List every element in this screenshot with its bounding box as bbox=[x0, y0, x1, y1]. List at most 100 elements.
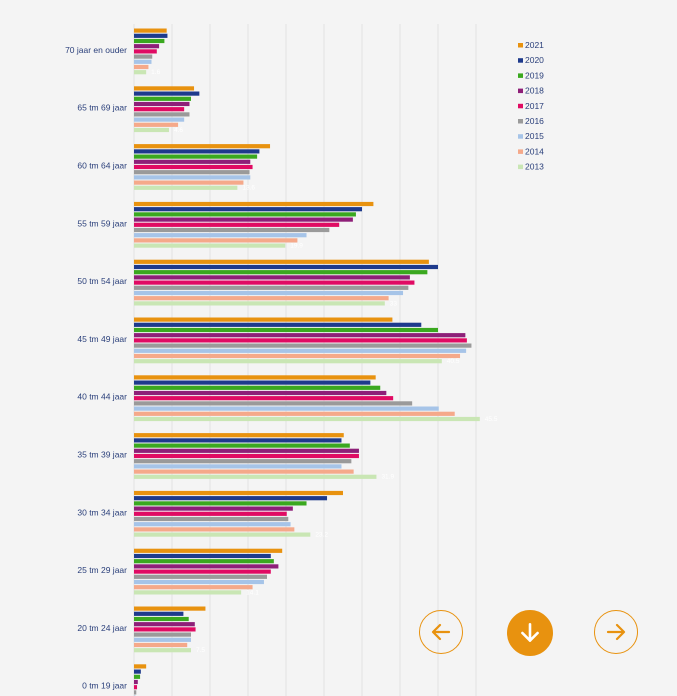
bar-2013[interactable] bbox=[134, 70, 147, 75]
bar-2019[interactable] bbox=[134, 559, 274, 564]
bar-2015[interactable] bbox=[134, 637, 191, 642]
bar-2020[interactable] bbox=[134, 322, 422, 327]
bar-2020[interactable] bbox=[134, 438, 342, 443]
bar-2017[interactable] bbox=[134, 396, 394, 401]
bar-2019[interactable] bbox=[134, 674, 141, 679]
bar-2019[interactable] bbox=[134, 443, 350, 448]
bar-2017[interactable] bbox=[134, 222, 340, 227]
bar-2015[interactable] bbox=[134, 59, 152, 64]
bar-2021[interactable] bbox=[134, 664, 147, 669]
bar-2021[interactable] bbox=[134, 144, 271, 149]
bar-2015[interactable] bbox=[134, 290, 404, 296]
bar-2013[interactable] bbox=[134, 127, 169, 133]
bar-2016[interactable] bbox=[134, 112, 190, 117]
bar-2015[interactable] bbox=[134, 175, 251, 180]
bar-2018[interactable] bbox=[134, 44, 160, 49]
bar-2019[interactable] bbox=[134, 385, 381, 390]
bar-2021[interactable] bbox=[134, 375, 376, 380]
bar-2020[interactable] bbox=[134, 264, 438, 270]
bar-2017[interactable] bbox=[134, 164, 253, 170]
previous-button[interactable] bbox=[419, 610, 463, 654]
next-button[interactable] bbox=[594, 610, 638, 654]
bar-2014[interactable] bbox=[134, 411, 455, 416]
scroll-down-button[interactable] bbox=[507, 610, 553, 656]
bar-2017[interactable] bbox=[134, 453, 359, 459]
bar-2019[interactable] bbox=[134, 501, 307, 506]
bar-2014[interactable] bbox=[134, 527, 295, 532]
bar-2016[interactable] bbox=[134, 170, 250, 175]
bar-2017[interactable] bbox=[134, 685, 138, 690]
bar-2013[interactable] bbox=[134, 474, 377, 479]
bar-2020[interactable] bbox=[134, 611, 184, 616]
bar-2017[interactable] bbox=[134, 107, 185, 112]
bar-2021[interactable] bbox=[134, 259, 429, 264]
bar-2018[interactable] bbox=[134, 275, 410, 280]
bar-2014[interactable] bbox=[134, 585, 253, 590]
bar-2019[interactable] bbox=[134, 38, 165, 44]
bar-2017[interactable] bbox=[134, 338, 467, 343]
bar-2018[interactable] bbox=[134, 679, 138, 685]
bar-2016[interactable] bbox=[134, 54, 153, 59]
bar-2020[interactable] bbox=[134, 91, 200, 96]
bar-2013[interactable] bbox=[134, 243, 286, 248]
bar-2015[interactable] bbox=[134, 117, 185, 122]
bar-2017[interactable] bbox=[134, 49, 157, 54]
bar-2019[interactable] bbox=[134, 327, 438, 333]
bar-2021[interactable] bbox=[134, 201, 374, 207]
bar-2021[interactable] bbox=[134, 433, 344, 438]
bar-2016[interactable] bbox=[134, 632, 191, 637]
bar-2017[interactable] bbox=[134, 511, 287, 516]
bar-2015[interactable] bbox=[134, 522, 291, 527]
bar-2013[interactable] bbox=[134, 416, 480, 422]
bar-2020[interactable] bbox=[134, 149, 260, 154]
bar-2015[interactable] bbox=[134, 464, 342, 469]
bar-2021[interactable] bbox=[134, 606, 206, 611]
bar-2021[interactable] bbox=[134, 548, 283, 553]
bar-2016[interactable] bbox=[134, 459, 352, 464]
bar-2018[interactable] bbox=[134, 390, 387, 396]
bar-2016[interactable] bbox=[134, 574, 267, 579]
bar-2016[interactable] bbox=[134, 343, 472, 348]
bar-2018[interactable] bbox=[134, 217, 353, 222]
bar-2019[interactable] bbox=[134, 212, 356, 217]
bar-2018[interactable] bbox=[134, 101, 190, 107]
bar-2021[interactable] bbox=[134, 86, 195, 91]
bar-2017[interactable] bbox=[134, 280, 415, 285]
bar-2021[interactable] bbox=[134, 490, 343, 496]
bar-2018[interactable] bbox=[134, 622, 195, 627]
bar-2013[interactable] bbox=[134, 185, 238, 190]
bar-2015[interactable] bbox=[134, 348, 467, 353]
bar-2020[interactable] bbox=[134, 496, 328, 501]
bar-2021[interactable] bbox=[134, 317, 393, 322]
bar-2014[interactable] bbox=[134, 642, 188, 648]
bar-2018[interactable] bbox=[134, 448, 359, 453]
bar-2018[interactable] bbox=[134, 506, 293, 511]
bar-2013[interactable] bbox=[134, 532, 311, 537]
bar-2019[interactable] bbox=[134, 270, 428, 275]
bar-2019[interactable] bbox=[134, 616, 189, 622]
bar-2021[interactable] bbox=[134, 28, 167, 33]
bar-2014[interactable] bbox=[134, 64, 149, 70]
bar-2017[interactable] bbox=[134, 627, 196, 632]
bar-2016[interactable] bbox=[134, 690, 137, 695]
bar-2020[interactable] bbox=[134, 380, 371, 385]
bar-2019[interactable] bbox=[134, 96, 191, 101]
bar-2014[interactable] bbox=[134, 180, 244, 185]
bar-2016[interactable] bbox=[134, 401, 413, 406]
bar-2013[interactable] bbox=[134, 359, 442, 364]
bar-2016[interactable] bbox=[134, 285, 409, 290]
bar-2014[interactable] bbox=[134, 469, 354, 474]
bar-2013[interactable] bbox=[134, 648, 191, 653]
bar-2019[interactable] bbox=[134, 154, 258, 159]
bar-2015[interactable] bbox=[134, 406, 439, 411]
bar-2013[interactable] bbox=[134, 301, 385, 306]
bar-2014[interactable] bbox=[134, 122, 179, 127]
bar-2015[interactable] bbox=[134, 579, 264, 585]
bar-2014[interactable] bbox=[134, 238, 298, 243]
bar-2013[interactable] bbox=[134, 590, 242, 595]
bar-2018[interactable] bbox=[134, 564, 279, 569]
bar-2016[interactable] bbox=[134, 516, 289, 522]
bar-2015[interactable] bbox=[134, 233, 307, 238]
bar-2014[interactable] bbox=[134, 296, 389, 301]
bar-2016[interactable] bbox=[134, 227, 330, 233]
